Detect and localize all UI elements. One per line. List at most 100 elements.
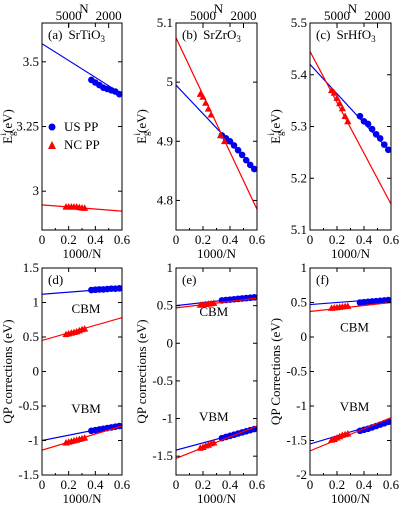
material-sub: 3 — [371, 34, 376, 44]
legend-label-nc-pp: NC PP — [64, 137, 100, 152]
y-label-main: E — [268, 136, 283, 144]
x-tick-label: 0.2 — [195, 477, 211, 492]
x-tick-label: 0.4 — [87, 232, 104, 247]
data-point-triangle — [338, 104, 346, 112]
y-tick-label: 0 — [301, 329, 308, 344]
data-point-circle — [385, 418, 391, 426]
fit-line-nc-pp-cbm — [176, 297, 257, 309]
x-axis-label: 1000/N — [197, 491, 237, 506]
x-axis-label: 1000/N — [63, 246, 103, 261]
data-layer — [310, 51, 391, 205]
plot-frame — [309, 22, 392, 231]
x-axis-label: 1000/N — [63, 491, 103, 506]
y-tick-label: 5.3 — [291, 119, 307, 134]
x-tick-label: 0.4 — [356, 477, 373, 492]
y-tick-label: 4.9 — [157, 133, 173, 148]
y-label-unit: (eV) — [0, 109, 15, 133]
data-point-circle — [230, 142, 238, 149]
y-tick-label: -0.5 — [152, 373, 173, 388]
annotation-cbm: CBM — [199, 304, 228, 319]
data-layer — [310, 296, 391, 452]
legend-label-us-pp: US PP — [64, 119, 98, 134]
y-label-sup: i — [0, 132, 8, 135]
data-point-triangle — [81, 434, 89, 441]
panel-letter: (b) — [182, 27, 197, 42]
data-point-circle — [242, 156, 250, 164]
data-point-circle — [116, 90, 122, 98]
top-axis-label: N — [79, 1, 89, 16]
y-tick-label: 0.5 — [157, 298, 173, 313]
fit-line-nc-pp-vbm — [176, 425, 257, 459]
y-tick-label: 1 — [33, 295, 40, 310]
panel-letter: (a) — [48, 27, 62, 42]
panel-label: (c) SrHfO3 — [316, 27, 376, 44]
y-label-sup: i — [266, 132, 276, 135]
y-tick-label: 5.4 — [291, 67, 308, 82]
y-tick-label: 5.1 — [157, 15, 173, 30]
top-tick-label: 2000 — [96, 8, 122, 23]
y-tick-label: 1 — [167, 260, 174, 275]
y-axis-label: QP corrections (eV) — [134, 319, 149, 423]
data-point-triangle — [330, 89, 338, 96]
data-point-circle — [372, 130, 380, 138]
y-tick-label: 3.5 — [23, 54, 39, 69]
data-point-triangle — [333, 94, 341, 101]
y-axis-label: Egi(eV) — [266, 109, 285, 144]
x-tick-label: 0.6 — [249, 477, 266, 492]
y-tick-label: 4.8 — [157, 192, 173, 207]
y-tick-label: -0.5 — [286, 364, 307, 379]
panel-f: 0 0.2 0.4 0.6 1000/N 1 0.5 0 -0.5 -1 -1.5 -2 QP Corr… — [268, 260, 400, 506]
y-tick-label: -1.5 — [286, 433, 307, 448]
top-tick-label: 5000 — [324, 8, 350, 23]
x-tick-label: 0 — [307, 232, 314, 247]
annotation-cbm: CBM — [340, 319, 369, 334]
data-point-triangle — [199, 93, 207, 100]
x-axis-label: 1000/N — [331, 246, 371, 261]
y-label-unit: (eV) — [268, 109, 283, 133]
x-tick-label: 0.6 — [114, 477, 131, 492]
x-axis-label: 1000/N — [197, 246, 237, 261]
y-tick-label: 0.5 — [291, 295, 307, 310]
top-tick-label: 5000 — [190, 8, 216, 23]
material-name: SrTiO — [68, 27, 100, 42]
x-tick-label: 0.2 — [61, 232, 77, 247]
fit-line-nc-pp-cbm — [310, 301, 391, 313]
y-tick-label: -1.5 — [152, 448, 173, 463]
panel-c: 0 0.2 0.4 0.6 1000/N 5.5 5.4 5.3 5.2 5.1 5000 2000 N… — [266, 1, 400, 261]
y-label-unit: (eV) — [134, 109, 149, 133]
x-tick-label: 0 — [173, 477, 180, 492]
x-tick-label: 0.4 — [87, 477, 104, 492]
plot-frame — [41, 267, 123, 476]
x-tick-label: 0.6 — [383, 477, 400, 492]
x-tick-label: 0.2 — [61, 477, 77, 492]
x-tick-label: 0 — [173, 232, 180, 247]
panel-a: 0 0.2 0.4 0.6 1000/N 3.5 3.25 3 5000 2000 N Egi(eV)… — [0, 1, 131, 261]
panel-label: (e) — [182, 272, 196, 287]
y-tick-label: -1 — [296, 398, 307, 413]
data-point-triangle — [202, 99, 210, 106]
data-point-triangle — [344, 117, 352, 125]
data-point-triangle — [204, 105, 212, 112]
top-tick-label: 2000 — [365, 8, 391, 23]
fit-line-nc-pp — [176, 37, 257, 210]
material-sub: 3 — [236, 34, 241, 44]
data-point-triangle — [210, 439, 218, 446]
y-tick-label: 1.5 — [23, 260, 39, 275]
legend-marker-nc-pp — [48, 141, 56, 149]
x-tick-label: 0.2 — [195, 232, 211, 247]
x-tick-label: 0.6 — [383, 232, 400, 247]
fit-line-nc-pp-vbm — [310, 417, 391, 452]
y-axis-label: QP corrections (eV) — [0, 319, 15, 423]
x-tick-label: 0.4 — [222, 232, 239, 247]
fit-line-us-pp — [42, 43, 122, 95]
data-point-triangle — [221, 137, 229, 145]
data-point-circle — [226, 137, 234, 145]
panel-letter: (f) — [316, 272, 329, 287]
y-tick-label: -1 — [162, 411, 173, 426]
data-point-triangle — [344, 302, 352, 309]
data-point-circle — [234, 146, 242, 154]
data-point-circle — [238, 151, 246, 159]
y-tick-label: 5 — [167, 74, 174, 89]
y-tick-label: 1 — [301, 260, 308, 275]
